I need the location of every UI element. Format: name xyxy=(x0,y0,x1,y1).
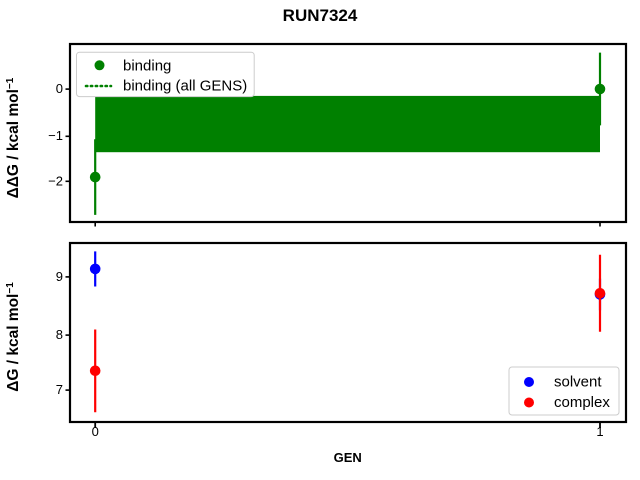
svg-text:ΔG / kcal mol−1: ΔG / kcal mol−1 xyxy=(5,282,22,392)
svg-text:−1: −1 xyxy=(48,128,63,143)
svg-text:−2: −2 xyxy=(48,174,63,189)
svg-text:GEN: GEN xyxy=(334,450,362,465)
svg-text:complex: complex xyxy=(554,394,610,411)
svg-text:8: 8 xyxy=(56,327,63,342)
svg-text:9: 9 xyxy=(56,269,63,284)
svg-text:0: 0 xyxy=(56,81,63,96)
svg-text:RUN7324: RUN7324 xyxy=(283,6,358,25)
svg-text:0: 0 xyxy=(92,424,99,439)
svg-text:solvent: solvent xyxy=(554,374,602,391)
svg-text:7: 7 xyxy=(56,382,63,397)
svg-text:ΔΔG / kcal mol−1: ΔΔG / kcal mol−1 xyxy=(5,77,22,198)
svg-text:binding: binding xyxy=(123,57,171,74)
svg-text:binding (all GENS): binding (all GENS) xyxy=(123,78,247,95)
svg-text:1: 1 xyxy=(596,424,603,439)
